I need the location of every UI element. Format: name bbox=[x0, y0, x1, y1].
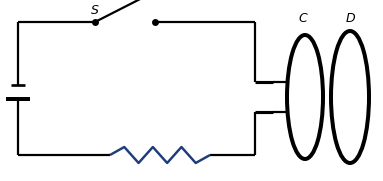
Text: C: C bbox=[299, 12, 308, 24]
Text: D: D bbox=[345, 12, 355, 24]
Text: S: S bbox=[91, 3, 99, 16]
